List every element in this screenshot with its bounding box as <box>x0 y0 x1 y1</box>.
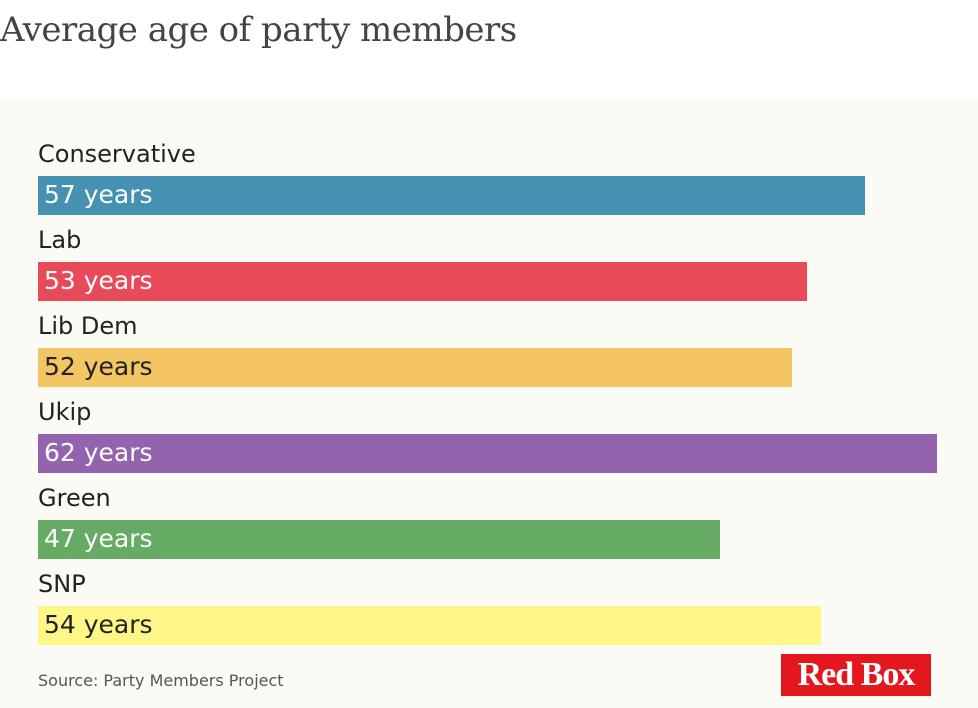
value-label: 54 years <box>44 610 153 639</box>
bar-green: 47 years <box>38 520 720 559</box>
category-label: Lab <box>38 226 82 254</box>
category-label: Green <box>38 484 111 512</box>
logo-text: Red Box <box>797 656 916 693</box>
category-label: Ukip <box>38 398 92 426</box>
bar-ukip: 62 years <box>38 434 937 473</box>
bar-lib-dem: 52 years <box>38 348 792 387</box>
bar-lab: 53 years <box>38 262 807 301</box>
value-label: 53 years <box>44 266 153 295</box>
value-label: 62 years <box>44 438 153 467</box>
value-label: 52 years <box>44 352 153 381</box>
bar-snp: 54 years <box>38 606 821 645</box>
value-label: 57 years <box>44 180 153 209</box>
bar-conservative: 57 years <box>38 176 865 215</box>
category-label: Lib Dem <box>38 312 138 340</box>
category-label: Conservative <box>38 140 196 168</box>
category-label: SNP <box>38 570 86 598</box>
red-box-logo: Red Box <box>781 654 931 696</box>
source-note: Source: Party Members Project <box>38 671 284 690</box>
chart-title: Average age of party members <box>0 10 517 50</box>
value-label: 47 years <box>44 524 153 553</box>
